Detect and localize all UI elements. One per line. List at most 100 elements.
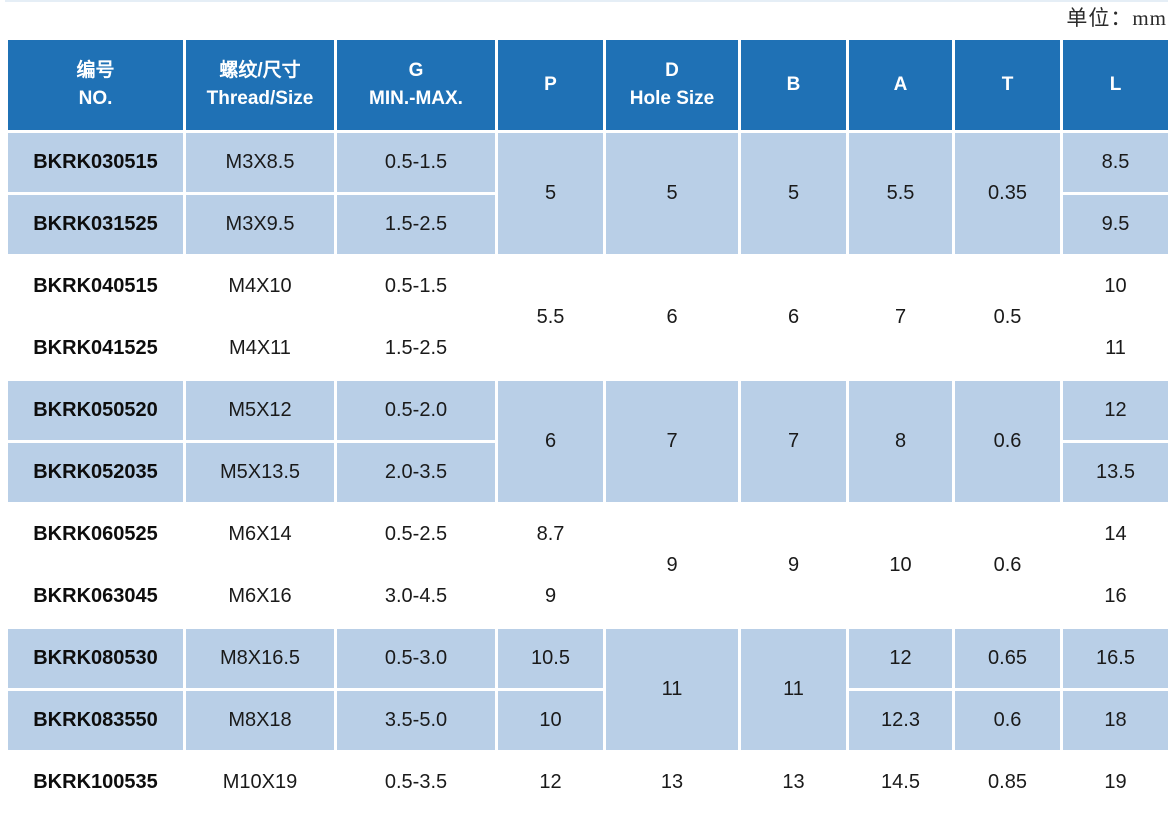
column-header-line: A [893,73,908,95]
value-cell: 3.0-4.5 [334,564,498,629]
column-header-line: D [665,59,679,81]
value-cell: 9.5 [1060,192,1171,257]
value-cell: 10 [1060,254,1171,319]
value-cell: 11 [738,626,849,753]
value-cell: 6 [738,254,849,381]
part-number-cell: BKRK050520 [5,378,186,443]
value-cell: 8.5 [1060,130,1171,195]
column-header: D Hole Size [603,37,741,133]
value-cell: M8X16.5 [183,626,337,691]
value-cell: 5.5 [846,130,955,257]
value-cell: 5 [738,130,849,257]
column-header-line: T [1001,73,1014,95]
value-cell: 2.0-3.5 [334,440,498,505]
value-cell: 10 [846,502,955,629]
value-cell: 10 [495,688,606,753]
value-cell: M10X19 [183,750,337,813]
part-number-cell: BKRK031525 [5,192,186,257]
value-cell: 12 [495,750,606,813]
value-cell: 12.3 [846,688,955,753]
value-cell: 5 [495,130,606,257]
header-row: 编号 NO. 螺纹/尺寸 Thread/Size G MIN.-MAX. P D Hole Si… [5,37,1171,133]
value-cell: 5.5 [495,254,606,381]
value-cell: 18 [1060,688,1171,753]
part-number-cell: BKRK063045 [5,564,186,629]
value-cell: 0.5-1.5 [334,130,498,195]
column-header-line: P [544,73,557,95]
value-cell: 6 [603,254,741,381]
value-cell: M8X18 [183,688,337,753]
value-cell: 5 [603,130,741,257]
part-number-cell: BKRK080530 [5,626,186,691]
part-number-cell: BKRK060525 [5,502,186,567]
part-number-cell: BKRK083550 [5,688,186,753]
table-header: 编号 NO. 螺纹/尺寸 Thread/Size G MIN.-MAX. P D Hole Si… [5,37,1171,133]
value-cell: M3X8.5 [183,130,337,195]
column-header-line: Thread/Size [206,88,314,109]
part-number-cell: BKRK030515 [5,130,186,195]
column-header-line: MIN.-MAX. [369,88,463,109]
value-cell: 7 [603,378,741,505]
value-cell: 0.6 [952,502,1063,629]
value-cell: 11 [1060,316,1171,381]
column-header-line: G [408,59,424,81]
part-number-cell: BKRK052035 [5,440,186,505]
value-cell: 8 [846,378,955,505]
part-number-cell: BKRK040515 [5,254,186,319]
value-cell: 13 [603,750,741,813]
value-cell: 12 [846,626,955,691]
table-row: BKRK052035 M5X13.5 2.0-3.5 13.5 [5,440,1171,505]
value-cell: 14.5 [846,750,955,813]
table-row: BKRK083550 M8X18 3.5-5.0 10 12.3 0.6 18 [5,688,1171,753]
value-cell: 9 [738,502,849,629]
table-row: BKRK100535 M10X19 0.5-3.5 12 13 13 14.5 0.85 19 [5,750,1171,813]
value-cell: M3X9.5 [183,192,337,257]
value-cell: 3.5-5.0 [334,688,498,753]
spec-table: 编号 NO. 螺纹/尺寸 Thread/Size G MIN.-MAX. P D Hole Si… [5,37,1171,813]
column-header: A [846,37,955,133]
value-cell: 8.7 [495,502,606,567]
top-edge-hairline [5,0,1168,2]
value-cell: M6X14 [183,502,337,567]
value-cell: M5X13.5 [183,440,337,505]
value-cell: 9 [495,564,606,629]
value-cell: 0.5-2.5 [334,502,498,567]
column-header-line: 编号 [76,59,115,81]
value-cell: M6X16 [183,564,337,629]
value-cell: 12 [1060,378,1171,443]
table-row: BKRK041525 M4X11 1.5-2.5 11 [5,316,1171,381]
part-number-cell: BKRK041525 [5,316,186,381]
value-cell: 16.5 [1060,626,1171,691]
column-header: B [738,37,849,133]
value-cell: 7 [738,378,849,505]
value-cell: 0.6 [952,688,1063,753]
table-row: BKRK080530 M8X16.5 0.5-3.0 10.5 11 11 12 0.65 16… [5,626,1171,753]
value-cell: 0.6 [952,378,1063,505]
value-cell: 0.5-2.0 [334,378,498,443]
table-row: BKRK050520 M5X12 0.5-2.0 6 7 7 8 0.6 12 [5,378,1171,505]
value-cell: 0.5-3.5 [334,750,498,813]
table-row: BKRK063045 M6X16 3.0-4.5 9 16 [5,564,1171,629]
value-cell: 1.5-2.5 [334,316,498,381]
table-row: BKRK040515 M4X10 0.5-1.5 5.5 6 6 7 0.5 10 [5,254,1171,381]
value-cell: M5X12 [183,378,337,443]
table-body: BKRK030515 M3X8.5 0.5-1.5 5 5 5 5.5 0.35 8.5 BKRK… [5,130,1171,813]
value-cell: 10.5 [495,626,606,691]
value-cell: 0.85 [952,750,1063,813]
value-cell: M4X11 [183,316,337,381]
value-cell: 13.5 [1060,440,1171,505]
table-row: BKRK060525 M6X14 0.5-2.5 8.7 9 9 10 0.6 14 [5,502,1171,629]
column-header-line: L [1109,73,1122,95]
table-row: BKRK031525 M3X9.5 1.5-2.5 9.5 [5,192,1171,257]
column-header-line: NO. [78,88,113,109]
value-cell: 13 [738,750,849,813]
value-cell: 11 [603,626,741,753]
column-header: L [1060,37,1171,133]
value-cell: 14 [1060,502,1171,567]
column-header: 螺纹/尺寸 Thread/Size [183,37,337,133]
value-cell: 1.5-2.5 [334,192,498,257]
column-header: T [952,37,1063,133]
column-header-line: Hole Size [629,88,715,109]
unit-label: 单位：mm [1066,6,1167,30]
value-cell: 7 [846,254,955,381]
